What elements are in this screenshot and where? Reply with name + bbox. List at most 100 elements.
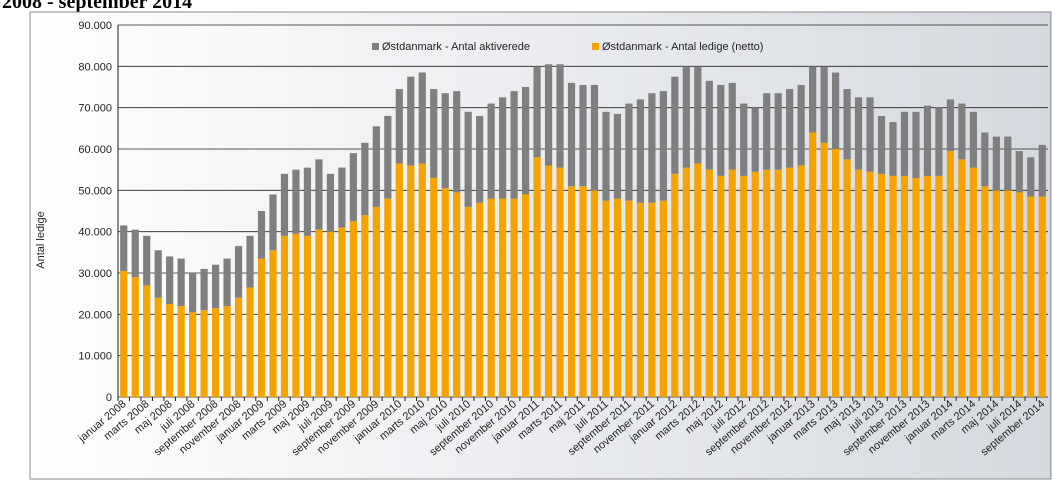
bar-segment <box>533 157 541 397</box>
bar-segment <box>602 200 610 397</box>
bar-segment <box>533 66 541 158</box>
bar-segment <box>1015 151 1023 193</box>
bar-segment <box>602 111 610 201</box>
bar-segment <box>889 175 897 397</box>
bar-segment <box>246 235 254 288</box>
bar-segment <box>521 194 530 397</box>
bar-segment <box>384 198 392 397</box>
bar-segment <box>717 175 725 397</box>
bar-segment <box>349 221 357 397</box>
bar-segment <box>487 198 495 397</box>
y-tick-label: 80.000 <box>78 61 112 73</box>
bar-segment <box>786 167 794 397</box>
bar-segment <box>453 91 461 193</box>
y-tick-label: 30.000 <box>78 268 112 280</box>
bar-segment <box>189 273 197 313</box>
bar-segment <box>223 306 231 397</box>
bar-segment <box>935 107 943 176</box>
bar-segment <box>923 175 932 397</box>
bar-segment <box>809 132 817 397</box>
bar-segment <box>326 231 335 397</box>
bar-segment <box>510 91 518 199</box>
y-tick-label: 60.000 <box>78 144 112 156</box>
bar-segment <box>326 173 335 232</box>
bar-segment <box>613 113 622 199</box>
bar-segment <box>946 99 955 152</box>
bar-segment <box>797 165 805 397</box>
bar-segment <box>969 167 977 397</box>
bar-segment <box>395 89 403 164</box>
bar-segment <box>740 175 748 397</box>
bar-segment <box>441 93 449 189</box>
bar-segment <box>166 304 174 397</box>
bar-segment <box>556 167 564 397</box>
bar-segment <box>1038 196 1046 397</box>
bar-segment <box>292 233 300 397</box>
bar-segment <box>992 136 1000 191</box>
bar-segment <box>1027 196 1035 397</box>
bar-segment <box>567 186 576 397</box>
bar-segment <box>636 99 645 203</box>
bar-segment <box>797 84 805 166</box>
y-tick-label: 20.000 <box>78 309 112 321</box>
bar-segment <box>521 87 530 195</box>
bar-segment <box>648 93 656 203</box>
bar-segment <box>372 126 380 207</box>
y-tick-label: 70.000 <box>78 103 112 115</box>
bar-segment <box>269 250 277 397</box>
bar-segment <box>705 169 713 397</box>
bar-segment <box>407 76 415 166</box>
bar-segment <box>958 159 966 397</box>
bar-segment <box>189 312 197 397</box>
bar-segment <box>694 66 702 164</box>
bar-segment <box>1004 190 1012 397</box>
bar-segment <box>636 202 645 397</box>
y-axis-label: Antal ledige <box>35 211 47 269</box>
bar-segment <box>234 297 243 397</box>
bar-segment <box>809 66 817 133</box>
bar-segment <box>154 250 162 298</box>
bar-segment <box>969 111 977 168</box>
bar-segment <box>717 84 725 176</box>
legend-label: Østdanmark - Antal ledige (netto) <box>602 41 763 53</box>
bar-segment <box>487 103 495 199</box>
bar-segment <box>590 84 599 191</box>
bar-segment <box>476 115 484 203</box>
bar-segment <box>625 103 633 201</box>
bar-segment <box>315 229 323 397</box>
bar-segment <box>831 149 840 397</box>
bar-segment <box>958 103 966 160</box>
bar-segment <box>430 177 438 397</box>
bar-segment <box>877 115 886 174</box>
bar-segment <box>1015 192 1023 397</box>
bar-segment <box>544 165 553 397</box>
bar-segment <box>211 308 220 397</box>
bar-segment <box>659 91 667 201</box>
bar-segment <box>234 246 243 298</box>
bar-segment <box>820 66 828 143</box>
bar-segment <box>384 115 392 199</box>
bar-segment <box>395 163 403 397</box>
bar-segment <box>315 159 323 230</box>
bar-segment <box>763 169 771 397</box>
bar-segment <box>292 169 300 234</box>
bar-segment <box>613 198 622 397</box>
bar-segment <box>682 66 690 168</box>
bar-segment <box>372 206 380 397</box>
bar-segment <box>349 153 357 222</box>
bar-segment <box>453 192 461 397</box>
bar-segment <box>682 167 690 397</box>
bar-segment <box>843 89 851 160</box>
bar-segment <box>510 198 518 397</box>
bar-segment <box>476 202 484 397</box>
bar-segment <box>579 186 587 397</box>
bar-segment <box>843 159 851 397</box>
bar-segment <box>257 258 266 397</box>
y-tick-label: 50.000 <box>78 185 112 197</box>
bar-segment <box>464 206 472 397</box>
bar-segment <box>1038 144 1046 197</box>
y-tick-label: 0 <box>106 392 112 404</box>
bar-segment <box>786 89 794 168</box>
